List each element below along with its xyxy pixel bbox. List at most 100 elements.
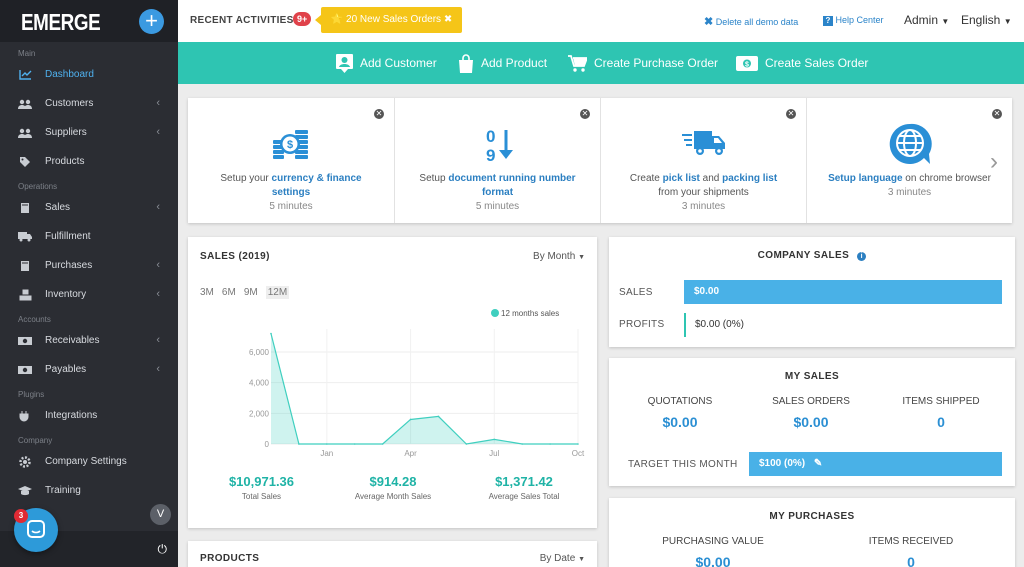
tip-duration: 3 minutes xyxy=(681,201,726,212)
admin-menu[interactable]: Admin ▼ xyxy=(904,13,949,27)
quick-add-button[interactable]: + xyxy=(139,9,164,34)
sidebar-item-sales[interactable]: Sales ‹ xyxy=(0,193,178,222)
tip-currency[interactable]: ✕ $ Setup your currency & finance settin… xyxy=(188,98,395,223)
target-label: TARGET THIS MONTH xyxy=(628,459,738,470)
quick-action-bar: Add Customer Add Product Create Purchase… xyxy=(178,42,1024,84)
sales-area xyxy=(271,333,578,444)
graduation-cap-icon xyxy=(18,485,32,497)
data-point xyxy=(270,332,272,335)
collapse-button[interactable]: V xyxy=(150,504,171,525)
svg-text:$: $ xyxy=(287,139,293,151)
sales-orders-value: $0.00 xyxy=(793,414,829,430)
target-bar[interactable]: $100 (0%) ✎ xyxy=(749,452,1002,476)
average-month-sales-value: $914.28 xyxy=(369,474,417,489)
caret-down-icon: ▼ xyxy=(941,17,950,26)
tip-duration: 5 minutes xyxy=(475,201,520,212)
sidebar-item-payables[interactable]: Payables ‹ xyxy=(0,355,178,384)
close-icon[interactable]: ✕ xyxy=(374,109,384,119)
sidebar-item-training[interactable]: Training xyxy=(0,476,178,505)
tip-link[interactable]: pick list xyxy=(662,173,700,184)
sales-card-title: SALES (2019) xyxy=(200,251,270,262)
data-point xyxy=(437,415,440,418)
recent-activities-badge: 9+ xyxy=(293,12,312,26)
sidebar-item-integrations[interactable]: Integrations xyxy=(0,401,178,430)
x-tick-label: Apr xyxy=(404,449,417,458)
sales-period-label: By Month xyxy=(533,251,576,262)
language-menu[interactable]: English ▼ xyxy=(961,13,1012,27)
tip-language[interactable]: ✕ Setup language on chrome browser 3 minu… xyxy=(807,98,1012,223)
next-tips-arrow-icon[interactable]: › xyxy=(990,148,998,175)
sidebar-item-receivables[interactable]: Receivables ‹ xyxy=(0,326,178,355)
sidebar-item-suppliers[interactable]: Suppliers ‹ xyxy=(0,118,178,147)
sidebar-item-label: Sales xyxy=(45,202,71,213)
recent-activities-link[interactable]: RECENT ACTIVITIES xyxy=(190,15,294,26)
create-purchase-order-button[interactable]: Create Purchase Order xyxy=(568,42,718,84)
create-sales-order-button[interactable]: $ Create Sales Order xyxy=(736,42,868,84)
power-icon[interactable]: ⏻ xyxy=(157,542,168,556)
close-icon: ✖ xyxy=(704,16,714,28)
sidebar-item-label: Purchases xyxy=(45,260,93,271)
range-3m[interactable]: 3M xyxy=(200,287,214,298)
logo[interactable]: EMERGE xyxy=(21,9,101,35)
legend-label: 12 months sales xyxy=(501,309,559,318)
sales-period-dropdown[interactable]: By Month ▼ xyxy=(533,251,585,262)
sidebar-item-purchases[interactable]: Purchases ‹ xyxy=(0,251,178,280)
tip-link[interactable]: Setup language xyxy=(828,173,903,184)
tip-link[interactable]: currency & finance settings xyxy=(271,173,362,198)
data-point xyxy=(326,443,328,445)
admin-label: Admin xyxy=(904,13,939,27)
range-6m[interactable]: 6M xyxy=(221,287,236,298)
range-9m[interactable]: 9M xyxy=(243,287,258,298)
close-icon[interactable]: ✕ xyxy=(992,109,1002,119)
add-product-button[interactable]: Add Product xyxy=(458,42,547,84)
items-received-label: ITEMS RECEIVED xyxy=(868,536,954,547)
money-icon xyxy=(18,364,32,376)
sidebar-item-company-settings[interactable]: Company Settings xyxy=(0,447,178,476)
sidebar-item-label: Suppliers xyxy=(45,127,87,138)
delete-demo-data-link[interactable]: ✖ Delete all demo data xyxy=(704,15,798,28)
sales-card: SALES (2019) By Month ▼ 3M 6M 9M 12M 0 2,000… xyxy=(188,237,597,528)
data-point xyxy=(521,443,523,445)
truck-icon xyxy=(18,231,32,243)
sidebar-item-fulfillment[interactable]: Fulfillment xyxy=(0,222,178,251)
tip-pick-list[interactable]: ✕ Create pick list and packing list from… xyxy=(601,98,807,223)
total-sales-label: Total Sales xyxy=(241,492,282,501)
data-point xyxy=(409,418,412,421)
new-sales-orders-toast[interactable]: ⭐ 20 New Sales Orders ✖ xyxy=(315,7,462,33)
info-icon[interactable]: i xyxy=(857,252,867,261)
chat-badge: 3 xyxy=(14,509,28,523)
pencil-icon[interactable]: ✎ xyxy=(813,458,823,469)
close-icon[interactable]: ✕ xyxy=(786,109,796,119)
shopping-cart-icon xyxy=(568,54,587,72)
average-month-sales-label: Average Month Sales xyxy=(354,492,432,501)
data-point xyxy=(353,443,356,445)
chart-line-icon xyxy=(18,69,32,81)
cubes-icon xyxy=(18,289,32,301)
sidebar-item-dashboard[interactable]: Dashboard xyxy=(0,60,178,89)
add-customer-button[interactable]: Add Customer xyxy=(336,42,437,84)
chevron-left-icon: ‹ xyxy=(156,259,160,271)
y-tick-label: 4,000 xyxy=(249,379,270,388)
tip-link[interactable]: document running number format xyxy=(448,173,576,198)
book-icon xyxy=(18,260,32,272)
money-icon: $ xyxy=(736,55,758,71)
chevron-left-icon: ‹ xyxy=(156,97,160,109)
help-center-link[interactable]: ? Help Center xyxy=(823,15,884,26)
caret-down-icon: ▼ xyxy=(578,254,585,261)
sales-series-line xyxy=(270,333,578,445)
sidebar: EMERGE + Main Dashboard Customers ‹ Supp… xyxy=(0,0,178,567)
products-period-dropdown[interactable]: By Date ▼ xyxy=(540,553,585,564)
tip-link[interactable]: packing list xyxy=(722,173,778,184)
sidebar-item-products[interactable]: Products xyxy=(0,147,178,176)
items-shipped-label: ITEMS SHIPPED xyxy=(902,396,980,407)
sidebar-item-inventory[interactable]: Inventory ‹ xyxy=(0,280,178,309)
setup-tips-card: ✕ $ Setup your currency & finance settin… xyxy=(188,98,1012,223)
items-received-value: 0 xyxy=(907,554,915,567)
range-12m[interactable]: 12M xyxy=(265,286,290,299)
tip-text-post: on chrome browser xyxy=(902,173,991,184)
caret-down-icon: ▼ xyxy=(578,556,585,563)
sidebar-item-customers[interactable]: Customers ‹ xyxy=(0,89,178,118)
close-icon[interactable]: ✕ xyxy=(580,109,590,119)
